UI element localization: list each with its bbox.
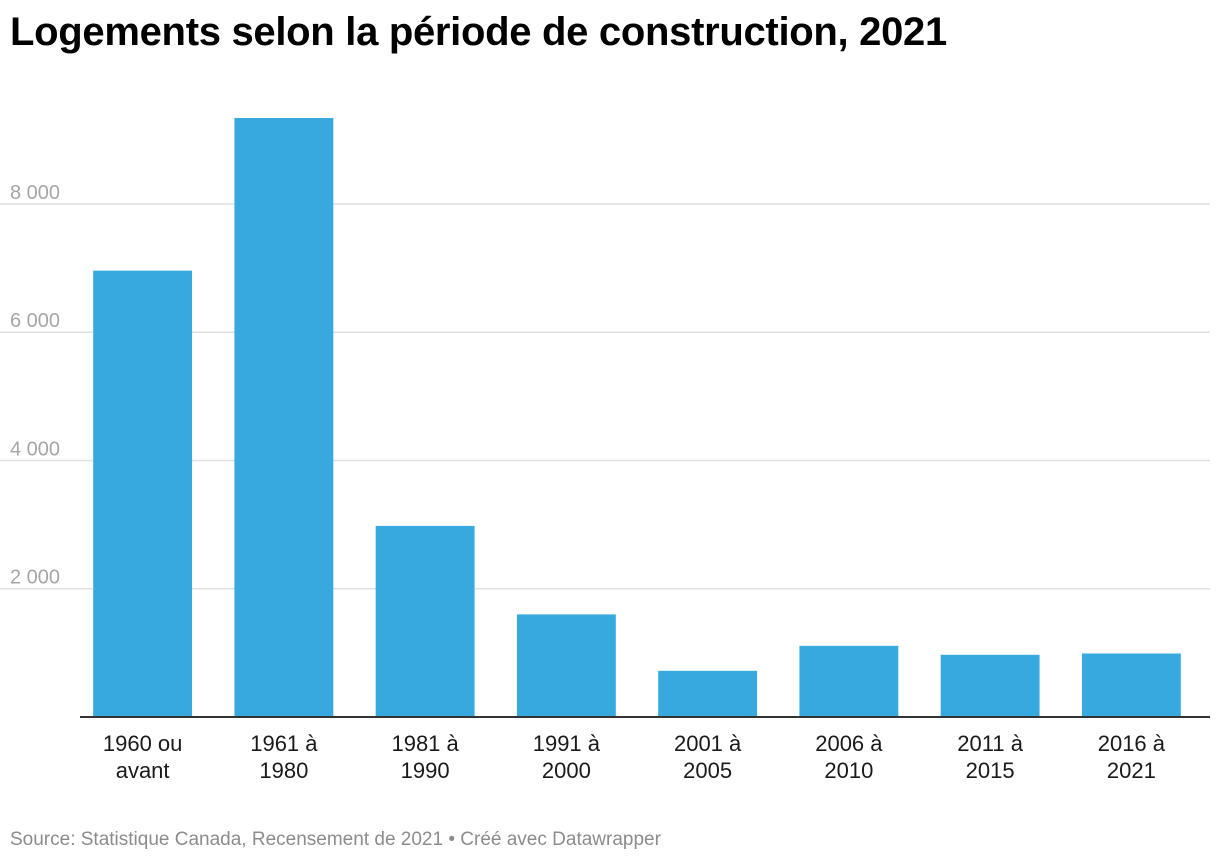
bars <box>93 118 1181 717</box>
bar <box>234 118 334 717</box>
x-category-label: 1991 à 2000 <box>533 731 601 783</box>
bar <box>375 525 475 717</box>
x-category-label: 1981 à 1990 <box>391 731 459 783</box>
bar <box>799 645 899 717</box>
bar <box>658 670 758 717</box>
chart-title: Logements selon la période de constructi… <box>10 10 947 54</box>
source-text: Source: Statistique Canada, Recensement … <box>10 829 444 850</box>
x-category-label: 1960 ou avant <box>103 731 183 783</box>
footer-separator: • <box>443 829 461 850</box>
bar <box>1081 653 1181 717</box>
x-axis-labels: 1960 ou avant 1961 à 1980 1981 à 1990 1991 à 20… <box>103 731 1166 783</box>
y-tick-label: 6 000 <box>10 310 60 332</box>
x-category-label: 2011 à 2015 <box>957 731 1023 783</box>
x-category-label: 2006 à 2010 <box>815 731 883 783</box>
y-tick-label: 2 000 <box>10 567 60 589</box>
x-category-label: 1961 à 1980 <box>250 731 318 783</box>
bar <box>516 614 616 717</box>
y-axis-ticks: 2 000 4 000 6 000 8 000 <box>10 182 60 589</box>
x-category-label: 2016 à 2021 <box>1098 731 1166 783</box>
bar <box>940 654 1040 717</box>
y-tick-label: 4 000 <box>10 438 60 460</box>
chart-footer: Source: Statistique Canada, Recensement … <box>10 829 661 851</box>
x-category-label: 2001 à 2005 <box>674 731 742 783</box>
gridlines <box>0 203 1210 590</box>
y-tick-label: 8 000 <box>10 182 60 204</box>
bar <box>93 270 193 717</box>
credit-text: Créé avec Datawrapper <box>460 829 661 850</box>
